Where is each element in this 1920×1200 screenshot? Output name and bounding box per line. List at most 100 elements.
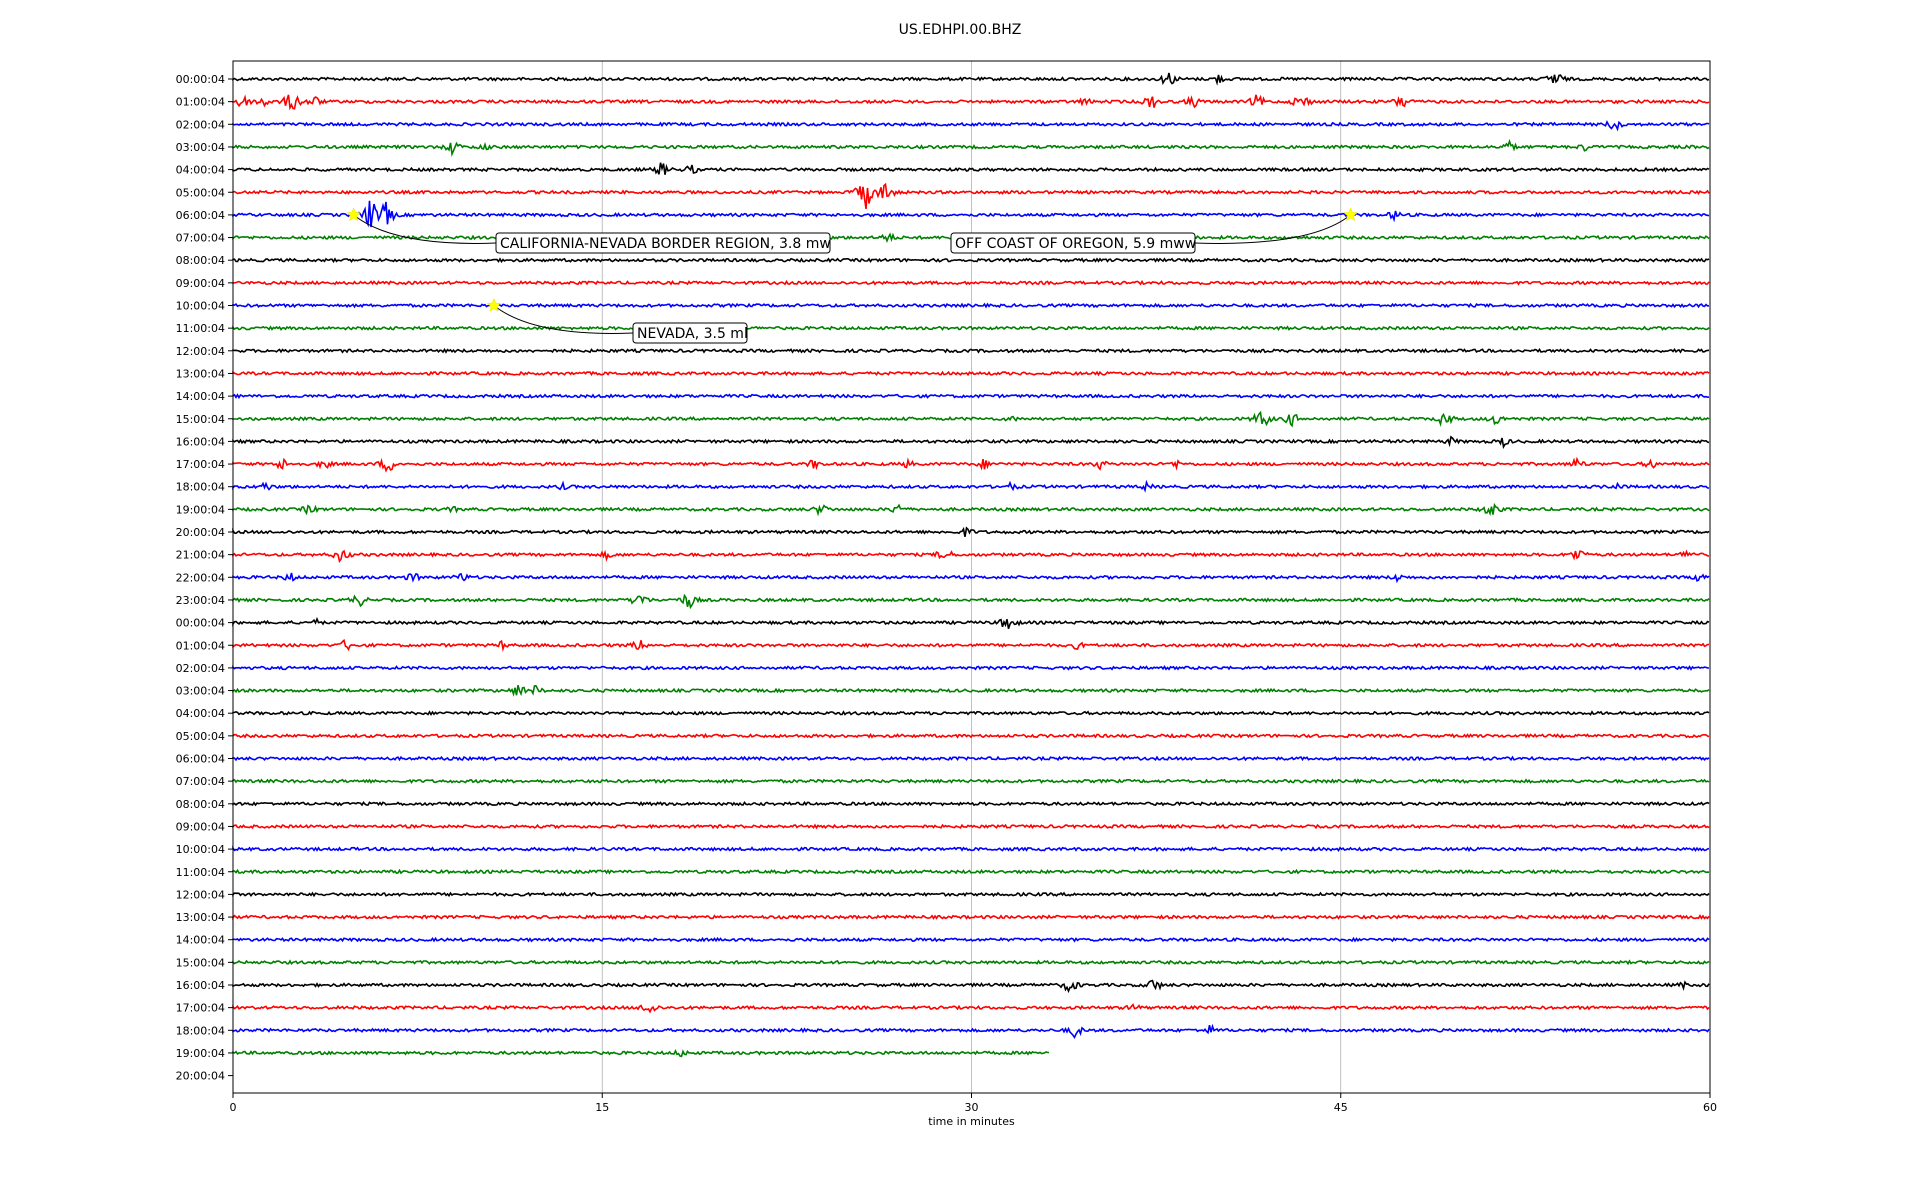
y-tick-label: 01:00:04: [176, 96, 225, 109]
y-tick-label: 10:00:04: [176, 300, 225, 313]
y-tick-label: 15:00:04: [176, 413, 225, 426]
trace-line: [232, 257, 1710, 264]
y-tick-label: 06:00:04: [176, 209, 225, 222]
y-tick-label: 13:00:04: [176, 911, 225, 924]
y-tick-label: 03:00:04: [176, 685, 225, 698]
trace-line: [232, 502, 1710, 517]
event-label: NEVADA, 3.5 ml: [637, 326, 748, 342]
trace-line: [232, 182, 1710, 210]
trace-line: [232, 435, 1710, 450]
event-connector: [1194, 214, 1351, 244]
trace-line: [232, 94, 1710, 111]
trace-line: [232, 479, 1710, 493]
trace-line: [232, 200, 1710, 228]
y-tick-label: 10:00:04: [176, 843, 225, 856]
x-tick-label: 45: [1334, 1101, 1348, 1114]
trace-line: [232, 72, 1710, 86]
y-tick-label: 08:00:04: [176, 254, 225, 267]
trace-line: [232, 456, 1710, 473]
x-tick-label: 60: [1703, 1101, 1717, 1114]
x-axis-label: time in minutes: [928, 1115, 1015, 1128]
trace-line: [232, 710, 1710, 717]
event-label: OFF COAST OF OREGON, 5.9 mww: [955, 236, 1196, 252]
y-tick-label: 11:00:04: [176, 322, 225, 335]
x-tick-label: 30: [965, 1101, 979, 1114]
trace-line: [232, 778, 1710, 785]
y-tick-label: 01:00:04: [176, 639, 225, 652]
trace-line: [232, 638, 1710, 653]
y-tick-label: 05:00:04: [176, 730, 225, 743]
event-label-box: [632, 322, 748, 344]
trace-line: [232, 732, 1710, 739]
trace-line: [232, 1003, 1710, 1014]
event-connector: [493, 305, 634, 334]
y-tick-label: 17:00:04: [176, 458, 225, 471]
trace-line: [232, 823, 1710, 830]
trace-line: [232, 959, 1710, 966]
y-tick-label: 06:00:04: [176, 753, 225, 766]
y-tick-label: 05:00:04: [176, 186, 225, 199]
trace-line: [232, 279, 1710, 286]
trace-line: [232, 370, 1710, 377]
y-tick-label: 07:00:04: [176, 232, 225, 245]
row-time-labels: 00:00:04 01:00:04 02:00:04 03:00:04 04:00:04…: [176, 73, 233, 1083]
event-label: CALIFORNIA-NEVADA BORDER REGION, 3.8 mw: [500, 236, 831, 252]
y-tick-label: 07:00:04: [176, 775, 225, 788]
x-axis-ticks: 0 15 30 45 60: [230, 1093, 1717, 1114]
y-tick-label: 15:00:04: [176, 956, 225, 969]
trace-line: [232, 347, 1710, 354]
trace-line: [232, 325, 1710, 331]
y-tick-label: 19:00:04: [176, 1047, 225, 1060]
trace-line: [232, 755, 1710, 762]
y-tick-label: 19:00:04: [176, 503, 225, 516]
y-tick-label: 11:00:04: [176, 866, 225, 879]
y-tick-label: 16:00:04: [176, 979, 225, 992]
y-tick-label: 14:00:04: [176, 934, 225, 947]
trace-line: [232, 979, 1710, 994]
event-connector: [353, 214, 497, 244]
y-tick-label: 08:00:04: [176, 798, 225, 811]
trace-line: [232, 868, 1710, 875]
y-tick-label: 18:00:04: [176, 481, 225, 494]
y-tick-label: 18:00:04: [176, 1024, 225, 1037]
y-tick-label: 00:00:04: [176, 617, 225, 630]
y-tick-label: 00:00:04: [176, 73, 225, 86]
trace-line: [232, 526, 1710, 537]
trace-line: [232, 138, 1710, 158]
event-label-box: [495, 232, 831, 254]
event-star-marker: [486, 297, 502, 312]
trace-line: [232, 410, 1710, 428]
y-tick-label: 17:00:04: [176, 1002, 225, 1015]
y-tick-label: 03:00:04: [176, 141, 225, 154]
y-tick-label: 14:00:04: [176, 390, 225, 403]
trace-line: [232, 1048, 1050, 1058]
y-tick-label: 13:00:04: [176, 367, 225, 380]
seismic-traces: [232, 72, 1710, 1058]
x-tick-label: 0: [230, 1101, 237, 1114]
event-label-box: [950, 232, 1196, 254]
y-tick-label: 09:00:04: [176, 820, 225, 833]
trace-line: [232, 572, 1710, 584]
trace-line: [232, 800, 1710, 807]
trace-line: [232, 914, 1710, 921]
y-tick-label: 20:00:04: [176, 526, 225, 539]
trace-line: [232, 1023, 1710, 1040]
y-tick-label: 09:00:04: [176, 277, 225, 290]
x-tick-label: 15: [595, 1101, 609, 1114]
y-tick-label: 12:00:04: [176, 345, 225, 358]
y-tick-label: 23:00:04: [176, 594, 225, 607]
trace-line: [232, 665, 1710, 671]
y-tick-label: 04:00:04: [176, 164, 225, 177]
y-tick-label: 16:00:04: [176, 435, 225, 448]
trace-line: [232, 684, 1710, 697]
trace-line: [232, 393, 1710, 400]
chart-title: US.EDHPI.00.BHZ: [899, 22, 1022, 38]
y-tick-label: 02:00:04: [176, 118, 225, 131]
y-tick-label: 20:00:04: [176, 1070, 225, 1083]
trace-line: [232, 302, 1710, 309]
trace-line: [232, 845, 1710, 853]
trace-line: [232, 549, 1710, 564]
event-annotations: CALIFORNIA-NEVADA BORDER REGION, 3.8 mw O…: [346, 207, 1358, 344]
trace-line: [232, 936, 1710, 943]
